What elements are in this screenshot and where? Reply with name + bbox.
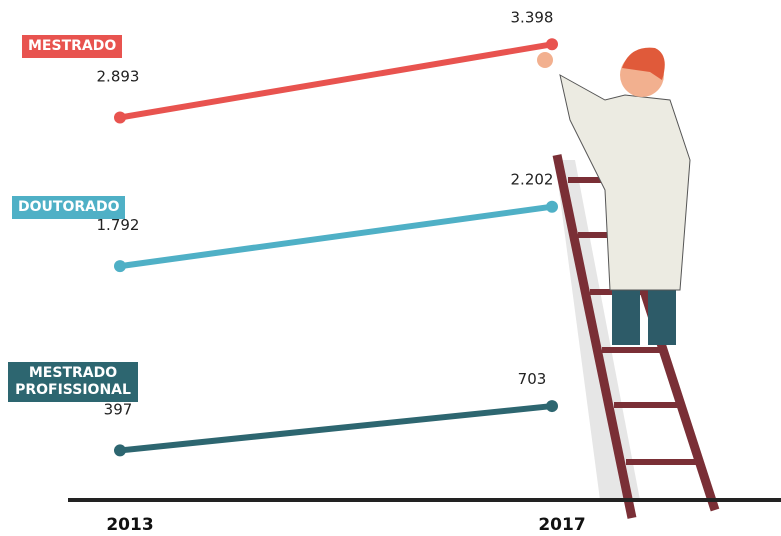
point [546, 38, 558, 51]
point [546, 400, 558, 413]
point [114, 111, 126, 124]
value-label: 1.792 [97, 216, 140, 234]
line [117, 403, 555, 454]
point [114, 260, 126, 273]
value-label: 3.398 [511, 8, 554, 26]
value-label: 2.202 [511, 171, 554, 189]
legend-label: MESTRADO PROFISSIONAL [8, 362, 138, 402]
value-label: 2.893 [97, 68, 140, 86]
x-tick-label: 2017 [538, 515, 585, 535]
point [114, 444, 126, 457]
x-tick-label: 2013 [106, 515, 153, 535]
legend-label: MESTRADO [22, 35, 123, 58]
value-label: 397 [104, 400, 133, 418]
illustration [537, 47, 720, 519]
value-label: 703 [518, 370, 547, 388]
line [117, 203, 555, 270]
point [546, 200, 558, 213]
line [117, 41, 555, 121]
legend-label: DOUTORADO [12, 196, 126, 219]
